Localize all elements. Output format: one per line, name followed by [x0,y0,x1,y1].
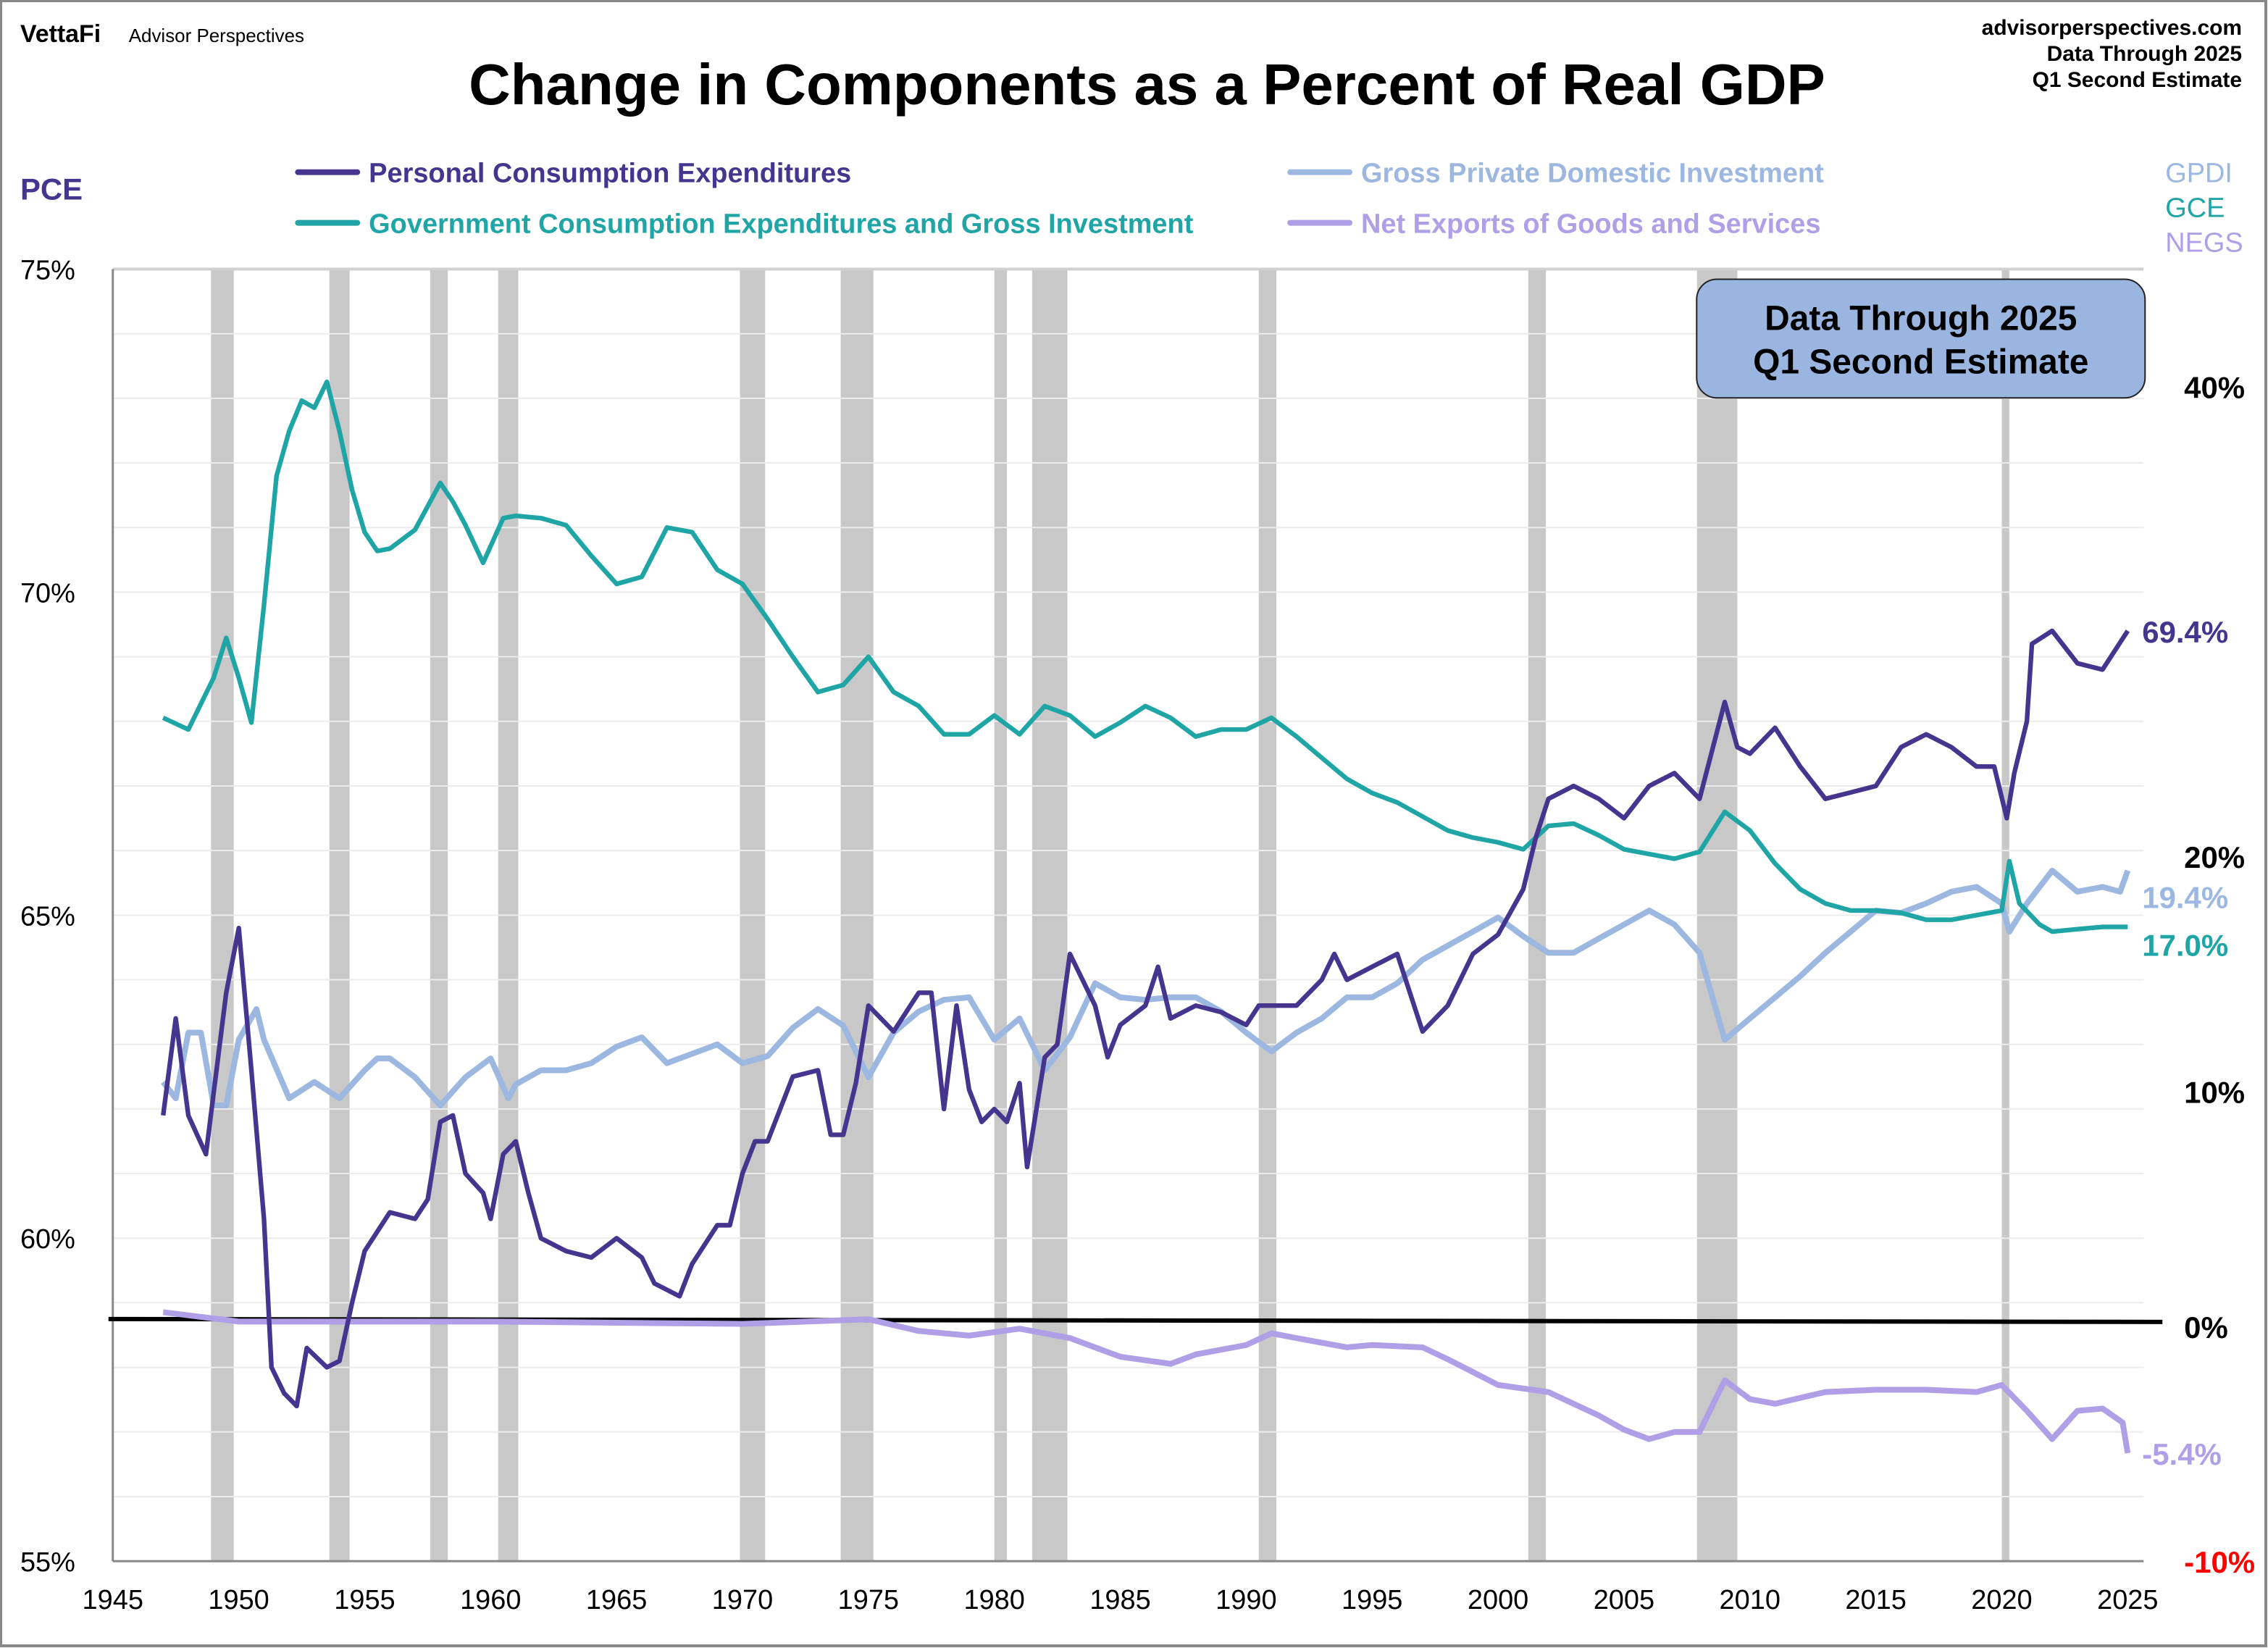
left-tick-label: 60% [20,1224,75,1255]
x-tick-label: 2015 [1845,1585,1906,1615]
chart-title: Change in Components as a Percent of Rea… [469,52,1825,117]
series-lines [161,379,2131,1454]
end-label-gce: 17.0% [2142,928,2228,962]
end-label-pce: 69.4% [2142,615,2228,649]
site-url: advisorperspectives.com [1982,16,2242,40]
right-axis-label-negs: NEGS [2165,228,2243,259]
vettafi-logo: VettaFi [20,20,101,48]
callout-line2: Q1 Second Estimate [1753,343,2088,381]
right-tick-label: 20% [2184,840,2245,874]
x-tick-label: 1965 [586,1585,647,1615]
end-label-gpdi: 19.4% [2142,881,2228,915]
end-label-negs: -5.4% [2142,1437,2222,1471]
right-axis-label-gce: GCE [2165,193,2225,224]
brand-name: Advisor Perspectives [129,25,304,46]
data-through-line1: Data Through 2025 [2047,42,2242,66]
right-axis-label-gpdi: GPDI [2165,159,2233,189]
left-tick-label: 65% [20,901,75,932]
x-tick-label: 1980 [963,1585,1024,1615]
left-tick-label: 75% [20,255,75,285]
callout-background [1696,278,2146,399]
x-tick-label: 1960 [460,1585,521,1615]
gridlines [112,267,2144,1563]
left-tick-label: 70% [20,578,75,608]
end-labels: -5.4% 19.4% 17.0% 69.4% [2142,615,2228,1471]
series-line-gpdi [161,867,2131,1108]
right-tick-label: -10% [2184,1545,2255,1579]
series-line-gce [162,379,2128,934]
x-tick-label: 2005 [1594,1585,1654,1615]
callout-box: Data Through 2025 Q1 Second Estimate [1696,278,2146,399]
right-tick-label: 0% [2184,1310,2228,1344]
callout-line1: Data Through 2025 [1765,299,2077,338]
series-line-negs [162,1309,2131,1454]
left-axis-label: PCE [20,172,83,206]
legend-label-negs: Net Exports of Goods and Services [1361,209,1820,240]
x-tick-label: 2020 [1971,1585,2032,1615]
x-tick-label: 1970 [712,1585,773,1615]
right-tick-label: 40% [2184,371,2245,405]
x-tick-label: 1995 [1342,1585,1402,1615]
x-tick-label: 2010 [1720,1585,1780,1615]
legend-label-gce: Government Consumption Expenditures and … [369,209,1194,240]
x-tick-label: 2025 [2097,1585,2158,1615]
legend-label-gpdi: Gross Private Domestic Investment [1361,159,1824,189]
left-tick-label: 55% [20,1547,75,1578]
series-line-pce [161,628,2130,1409]
x-tick-label: 1975 [838,1585,899,1615]
x-tick-label: 1990 [1215,1585,1276,1615]
x-tick-label: 1945 [83,1585,143,1615]
x-tick-label: 1950 [208,1585,269,1615]
right-tick-label: 10% [2184,1076,2245,1110]
data-through-line2: Q1 Second Estimate [2033,68,2242,92]
x-tick-label: 1955 [334,1585,395,1615]
legend-label-pce: Personal Consumption Expenditures [369,159,851,189]
legend: Personal Consumption Expenditures Govern… [295,159,1824,240]
x-tick-label: 2000 [1468,1585,1528,1615]
axes: 55% 60% 65% 70% 75% 1945 1950 1955 1960 1965 1970 1… [20,255,2255,1615]
x-tick-label: 1985 [1089,1585,1150,1615]
